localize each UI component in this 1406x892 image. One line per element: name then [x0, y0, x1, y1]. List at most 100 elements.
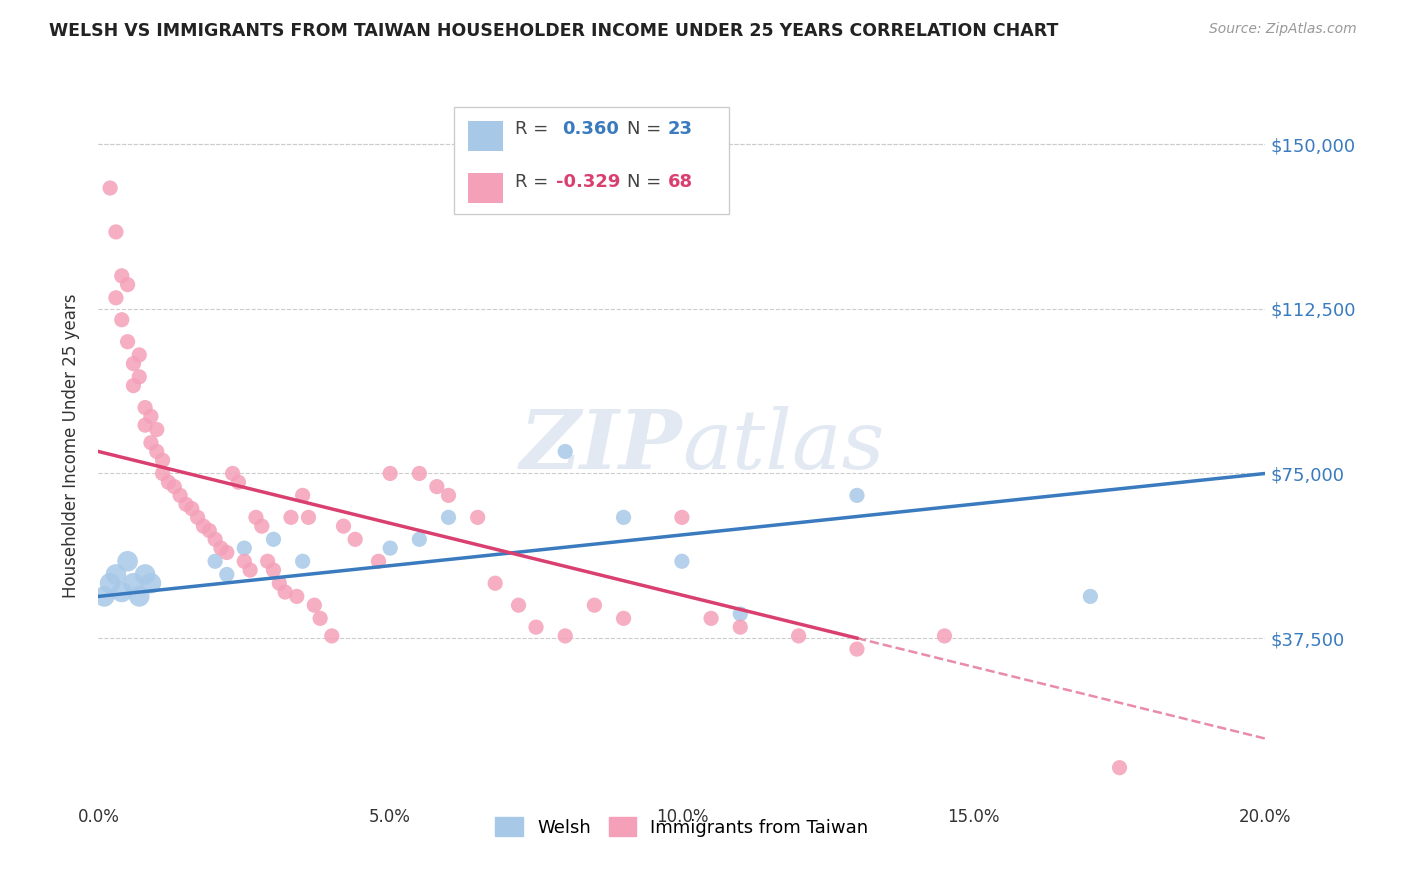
Text: atlas: atlas: [682, 406, 884, 486]
Text: R =: R =: [515, 173, 554, 191]
Text: R =: R =: [515, 120, 554, 138]
Point: [437, 488, 460, 502]
Point: [730, 620, 752, 634]
Point: [98, 181, 121, 195]
Point: [380, 467, 402, 481]
Point: [152, 467, 174, 481]
Point: [297, 510, 319, 524]
Point: [104, 291, 127, 305]
Point: [117, 334, 139, 349]
Point: [508, 598, 530, 612]
Text: Source: ZipAtlas.com: Source: ZipAtlas.com: [1209, 22, 1357, 37]
Point: [291, 488, 314, 502]
Point: [128, 348, 150, 362]
Point: [233, 554, 256, 568]
Point: [291, 554, 314, 568]
Point: [524, 620, 547, 634]
Point: [169, 488, 191, 502]
Point: [104, 567, 127, 582]
Point: [321, 629, 343, 643]
Point: [111, 312, 134, 326]
Point: [467, 510, 489, 524]
Point: [484, 576, 506, 591]
Point: [134, 567, 156, 582]
Point: [187, 510, 209, 524]
Point: [134, 401, 156, 415]
Text: WELSH VS IMMIGRANTS FROM TAIWAN HOUSEHOLDER INCOME UNDER 25 YEARS CORRELATION CH: WELSH VS IMMIGRANTS FROM TAIWAN HOUSEHOL…: [49, 22, 1059, 40]
Point: [228, 475, 250, 490]
Point: [846, 642, 869, 657]
Point: [671, 510, 693, 524]
Point: [134, 418, 156, 433]
Point: [367, 554, 389, 568]
Point: [215, 545, 238, 559]
Point: [1108, 761, 1130, 775]
Point: [139, 409, 162, 424]
Point: [285, 590, 308, 604]
Point: [104, 225, 127, 239]
Text: 68: 68: [668, 173, 693, 191]
Point: [128, 369, 150, 384]
Point: [554, 629, 576, 643]
Point: [128, 590, 150, 604]
Point: [117, 277, 139, 292]
Point: [274, 585, 297, 599]
Text: 0.360: 0.360: [562, 120, 619, 138]
Text: N =: N =: [627, 120, 666, 138]
Text: -0.329: -0.329: [555, 173, 620, 191]
Point: [157, 475, 180, 490]
Point: [280, 510, 302, 524]
Point: [408, 533, 430, 547]
Point: [215, 567, 238, 582]
Point: [139, 435, 162, 450]
Point: [221, 467, 243, 481]
Point: [98, 576, 121, 591]
Point: [1080, 590, 1102, 604]
Point: [233, 541, 256, 555]
Point: [198, 524, 221, 538]
Point: [437, 510, 460, 524]
Point: [250, 519, 273, 533]
Point: [612, 611, 634, 625]
Point: [256, 554, 278, 568]
Point: [122, 576, 145, 591]
Point: [111, 585, 134, 599]
Point: [332, 519, 354, 533]
Point: [262, 563, 284, 577]
Point: [408, 467, 430, 481]
Legend: Welsh, Immigrants from Taiwan: Welsh, Immigrants from Taiwan: [488, 810, 876, 844]
Point: [139, 576, 162, 591]
Point: [380, 541, 402, 555]
Text: ZIP: ZIP: [519, 406, 682, 486]
Point: [93, 590, 115, 604]
Point: [612, 510, 634, 524]
Point: [700, 611, 723, 625]
Point: [269, 576, 291, 591]
Point: [122, 378, 145, 392]
Point: [180, 501, 202, 516]
Point: [111, 268, 134, 283]
Point: [583, 598, 606, 612]
Text: 23: 23: [668, 120, 693, 138]
Point: [209, 541, 232, 555]
Point: [146, 423, 169, 437]
Point: [204, 533, 226, 547]
FancyBboxPatch shape: [454, 107, 728, 214]
Point: [344, 533, 367, 547]
Point: [671, 554, 693, 568]
Point: [122, 357, 145, 371]
Y-axis label: Householder Income Under 25 years: Householder Income Under 25 years: [62, 293, 80, 599]
Point: [146, 444, 169, 458]
Point: [304, 598, 326, 612]
FancyBboxPatch shape: [468, 121, 503, 152]
Point: [204, 554, 226, 568]
Point: [934, 629, 956, 643]
Point: [554, 444, 576, 458]
Point: [239, 563, 262, 577]
Point: [787, 629, 810, 643]
Point: [309, 611, 332, 625]
Point: [262, 533, 284, 547]
Point: [846, 488, 869, 502]
Point: [730, 607, 752, 621]
Point: [426, 480, 449, 494]
